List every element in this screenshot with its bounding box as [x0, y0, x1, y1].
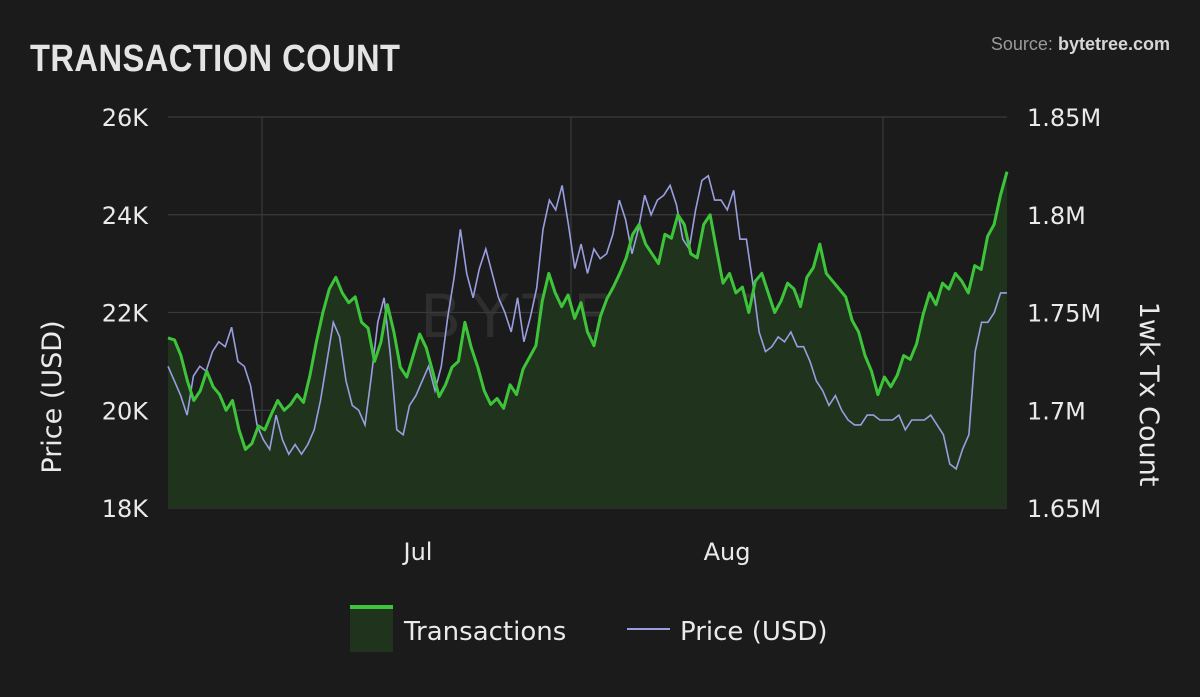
left-tick-label: 18K [102, 495, 150, 523]
left-axis-ticks: 26K 24K 22K 20K 18K [102, 104, 150, 523]
legend-label-price: Price (USD) [680, 617, 828, 647]
legend-swatch-price [627, 628, 670, 630]
source-credit: Source: bytetree.com [991, 34, 1170, 55]
source-label: Source: [990, 34, 1053, 54]
legend-swatch-transactions-line [350, 605, 393, 609]
right-tick-label: 1.75M [1027, 300, 1101, 328]
legend-item-price[interactable]: Price (USD) [627, 617, 828, 647]
left-tick-label: 20K [102, 397, 150, 425]
price-line [167, 174, 1007, 471]
right-axis-ticks: 1.85M 1.8M 1.75M 1.7M 1.65M [1027, 104, 1101, 523]
legend: Transactions Price (USD) [350, 605, 828, 652]
legend-item-transactions[interactable]: Transactions [350, 605, 566, 652]
x-tick-label: Jul [402, 538, 433, 566]
source-site: bytetree.com [1057, 34, 1170, 54]
x-tick-label: Aug [704, 538, 751, 566]
right-tick-label: 1.65M [1027, 495, 1101, 523]
left-tick-label: 26K [102, 104, 150, 132]
chart-title: TRANSACTION COUNT [30, 38, 401, 80]
legend-label-transactions: Transactions [403, 617, 566, 647]
right-tick-label: 1.85M [1027, 104, 1101, 132]
right-tick-label: 1.8M [1027, 202, 1086, 230]
x-axis-ticks: Jul Aug [402, 538, 751, 566]
legend-swatch-transactions [350, 608, 393, 652]
transactions-line [167, 171, 1009, 451]
right-axis-label: 1wk Tx Count [1133, 302, 1164, 487]
transactions-area [168, 171, 1007, 508]
left-tick-label: 24K [102, 202, 150, 230]
left-tick-label: 22K [102, 300, 150, 328]
left-axis-label: Price (USD) [37, 320, 68, 473]
right-tick-label: 1.7M [1027, 397, 1086, 425]
